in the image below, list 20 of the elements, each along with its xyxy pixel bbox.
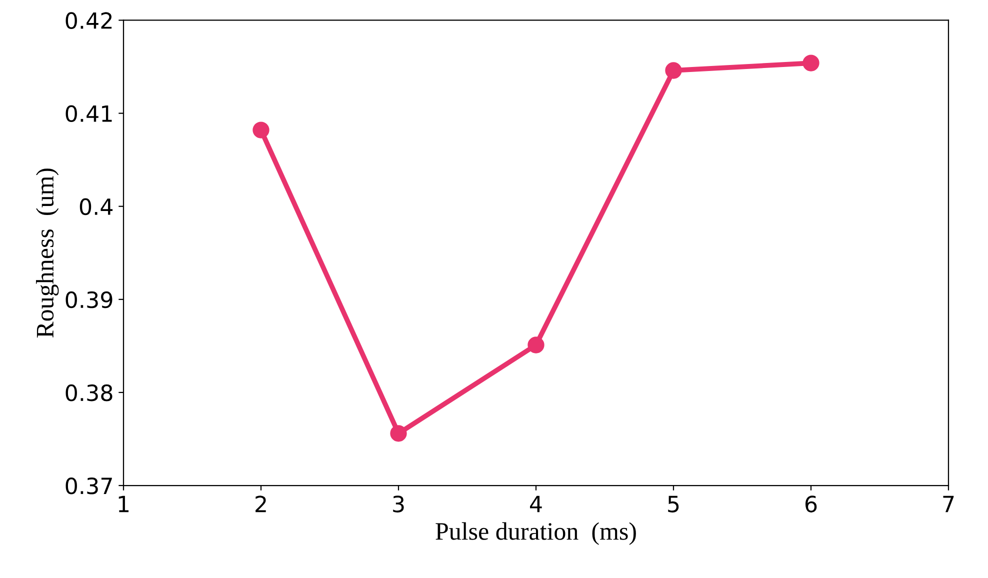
x-tick-label: 6 <box>805 496 817 512</box>
x-tick-label: 3 <box>393 496 404 512</box>
y-tick-label: 0.41 <box>66 105 112 122</box>
point <box>528 336 544 354</box>
y-tick-label: 0.42 <box>66 12 112 29</box>
point <box>390 425 407 442</box>
point <box>802 54 820 72</box>
y-tick-label: 0.38 <box>66 384 112 402</box>
x-axis-title: Pulse duration (ms) <box>436 522 636 545</box>
point <box>665 62 682 79</box>
x-tick-label: 2 <box>256 496 266 512</box>
x-tick-label: 1 <box>118 496 129 512</box>
x-tick-label: 4 <box>530 496 542 512</box>
x-tick-label: 5 <box>668 496 679 512</box>
y-tick-label: 0.4 <box>80 198 113 216</box>
x-tick-label: 7 <box>943 496 954 512</box>
point <box>252 122 270 138</box>
y-axis-title: Roughness (um) <box>36 168 59 338</box>
y-tick-label: 0.39 <box>66 291 112 308</box>
y-tick-label: 0.37 <box>66 477 112 494</box>
